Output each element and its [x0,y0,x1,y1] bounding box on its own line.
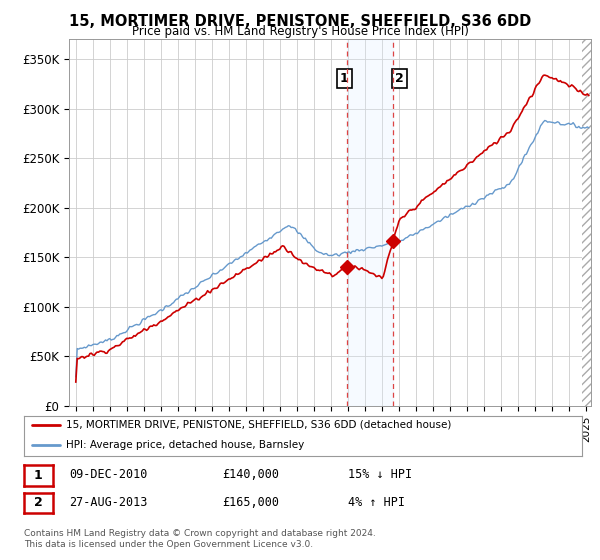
Bar [581,39,599,406]
Text: 09-DEC-2010: 09-DEC-2010 [69,468,148,482]
Text: 27-AUG-2013: 27-AUG-2013 [69,496,148,509]
Text: £165,000: £165,000 [222,496,279,509]
Text: 4% ↑ HPI: 4% ↑ HPI [348,496,405,509]
Text: 15, MORTIMER DRIVE, PENISTONE, SHEFFIELD, S36 6DD (detached house): 15, MORTIMER DRIVE, PENISTONE, SHEFFIELD… [66,420,451,430]
Text: Price paid vs. HM Land Registry's House Price Index (HPI): Price paid vs. HM Land Registry's House … [131,25,469,38]
Bar [347,39,393,406]
Text: 15% ↓ HPI: 15% ↓ HPI [348,468,412,482]
Text: 1: 1 [34,469,43,482]
Text: 2: 2 [395,72,404,85]
Text: 1: 1 [340,72,349,85]
Text: 15, MORTIMER DRIVE, PENISTONE, SHEFFIELD, S36 6DD: 15, MORTIMER DRIVE, PENISTONE, SHEFFIELD… [69,14,531,29]
Text: Contains HM Land Registry data © Crown copyright and database right 2024.
This d: Contains HM Land Registry data © Crown c… [24,529,376,549]
Text: HPI: Average price, detached house, Barnsley: HPI: Average price, detached house, Barn… [66,440,304,450]
Text: £140,000: £140,000 [222,468,279,482]
Text: 2: 2 [34,496,43,510]
